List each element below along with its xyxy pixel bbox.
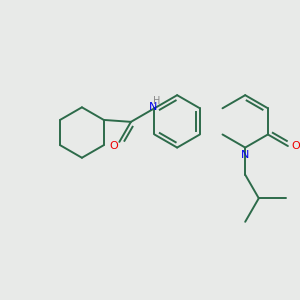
- Text: O: O: [109, 141, 118, 151]
- Text: H: H: [153, 97, 160, 106]
- Text: N: N: [241, 150, 249, 160]
- Text: N: N: [149, 102, 158, 112]
- Text: O: O: [291, 141, 300, 151]
